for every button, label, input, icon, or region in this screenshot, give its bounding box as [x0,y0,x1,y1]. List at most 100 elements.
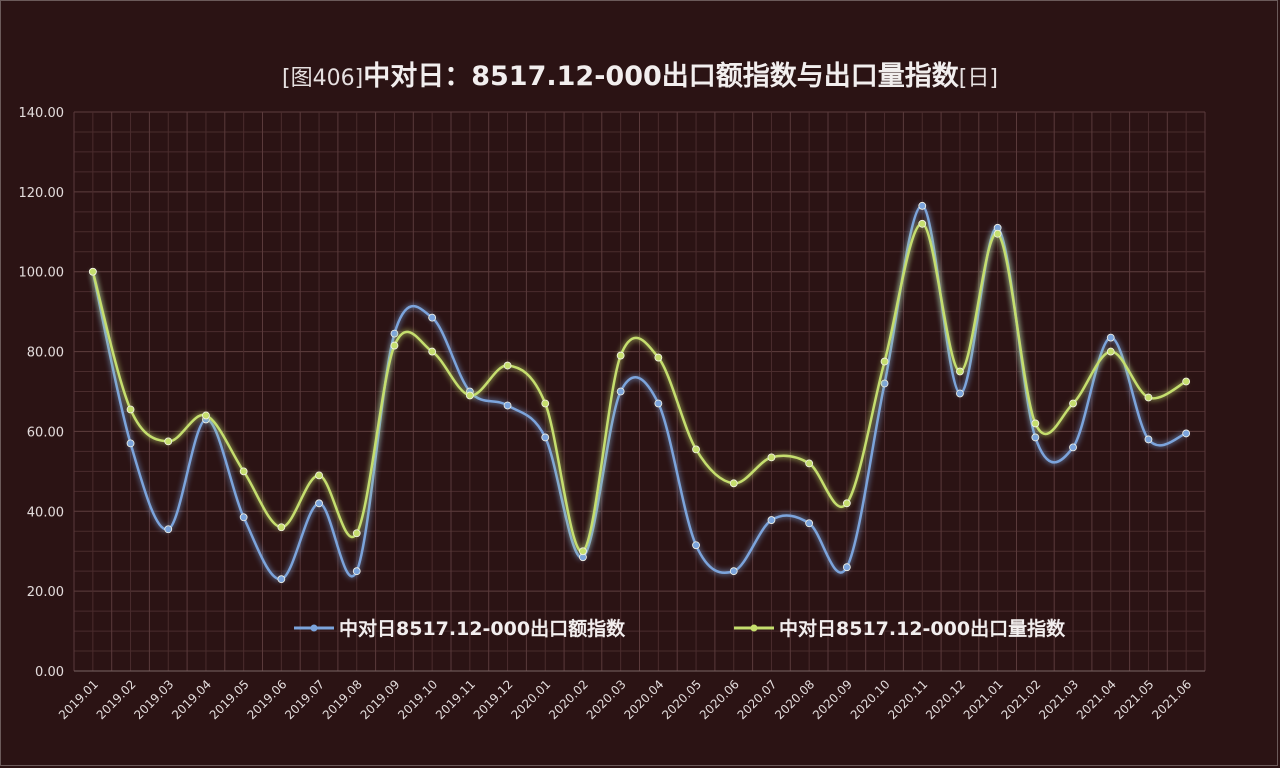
x-tick-label: 2019.03 [131,677,176,722]
data-point-volume [918,219,927,228]
data-point-volume [1182,377,1191,386]
data-point-volume [616,351,625,360]
x-tick-label: 2020.11 [885,677,930,722]
x-tick-label: 2020.04 [621,677,666,722]
data-point-amount [277,575,286,584]
data-point-amount [805,519,814,528]
x-tick-label: 2019.04 [169,677,214,722]
data-point-amount [616,387,625,396]
x-tick-label: 2019.01 [56,677,101,722]
data-point-volume [541,399,550,408]
legend-label-amount: 中对日8517.12-000出口额指数 [339,617,626,640]
x-tick-label: 2019.05 [207,677,252,722]
data-point-amount [164,525,173,534]
grid [73,111,1206,672]
data-point-volume [88,267,97,276]
data-point-amount [842,563,851,572]
x-tick-label: 2019.09 [358,677,403,722]
data-point-volume [1106,347,1115,356]
data-point-amount [918,201,927,210]
data-point-amount [1106,333,1115,342]
y-tick-label: 120.00 [19,186,65,201]
x-tick-label: 2020.05 [659,677,704,722]
y-tick-label: 140.00 [19,106,65,121]
x-tick-label: 2021.06 [1149,677,1194,722]
data-point-amount [729,567,738,576]
x-tick-label: 2020.02 [546,677,591,722]
data-point-volume [126,405,135,414]
x-tick-label: 2021.04 [1074,677,1119,722]
x-tick-label: 2019.10 [395,677,440,722]
series-volume [88,219,1191,556]
data-point-amount [541,433,550,442]
data-point-amount [315,499,323,508]
data-point-amount [692,541,700,550]
data-point-volume [277,523,286,532]
series-layer [88,201,1191,584]
x-tick-label: 2021.02 [998,677,1043,722]
data-point-amount [352,567,361,576]
y-tick-label: 80.00 [27,346,64,361]
data-point-volume [729,479,738,488]
chart-title-prefix: [图406] [282,66,363,91]
data-point-volume [352,529,361,538]
data-point-amount [1144,435,1153,444]
data-point-amount [428,313,437,322]
legend-marker-volume [750,624,758,632]
x-tick-label: 2019.07 [282,677,327,722]
data-point-volume [315,471,323,480]
chart-title-suffix: [日] [959,66,998,91]
data-point-amount [1182,429,1191,438]
legend: 中对日8517.12-000出口额指数 中对日8517.12-000出口量指数 [294,617,1066,640]
data-point-volume [1069,399,1077,408]
data-point-amount [1069,443,1077,452]
x-tick-label: 2020.03 [584,677,629,722]
y-tick-label: 40.00 [27,505,64,520]
x-tick-label: 2019.11 [433,677,478,722]
data-point-volume [1144,393,1153,402]
data-point-volume [239,467,248,476]
data-point-volume [692,445,700,454]
x-tick-label: 2021.05 [1112,677,1157,722]
y-axis-ticks: 0.00 20.00 40.00 60.00 80.00 100.00 120.00 140.… [19,106,65,680]
x-tick-label: 2021.03 [1036,677,1081,722]
data-point-volume [465,391,474,400]
data-point-volume [956,367,964,376]
data-point-volume [654,353,663,362]
y-tick-label: 20.00 [27,585,64,600]
x-tick-label: 2020.09 [810,677,855,722]
legend-label-volume: 中对日8517.12-000出口量指数 [779,617,1066,640]
data-point-amount [126,439,135,448]
data-point-volume [805,459,814,468]
legend-item-volume: 中对日8517.12-000出口量指数 [734,617,1066,640]
chart-title: [图406]中对日：8517.12-000出口额指数与出口量指数[日] [282,61,998,92]
x-tick-label: 2019.06 [244,677,289,722]
data-point-volume [164,437,173,446]
data-point-volume [390,341,399,350]
legend-item-amount: 中对日8517.12-000出口额指数 [294,617,626,640]
x-tick-label: 2020.12 [923,677,968,722]
x-tick-label: 2020.01 [508,677,553,722]
x-tick-label: 2019.02 [94,677,139,722]
x-tick-label: 2019.08 [320,677,365,722]
data-point-amount [239,513,248,522]
data-point-volume [767,453,776,462]
chart-title-main: 中对日：8517.12-000出口额指数与出口量指数 [363,61,960,92]
data-point-amount [390,329,399,338]
data-point-amount [880,379,889,388]
y-tick-label: 60.00 [27,425,64,440]
x-tick-label: 2021.01 [961,677,1006,722]
legend-marker-amount [310,624,318,632]
y-tick-label: 0.00 [35,665,64,680]
data-point-volume [503,361,512,370]
x-tick-label: 2020.06 [697,677,742,722]
data-point-volume [202,411,210,420]
data-point-volume [579,547,587,556]
x-tick-label: 2019.12 [471,677,516,722]
data-point-amount [654,399,663,408]
data-point-amount [1031,433,1040,442]
y-tick-label: 100.00 [19,266,65,281]
data-point-volume [1031,419,1040,428]
